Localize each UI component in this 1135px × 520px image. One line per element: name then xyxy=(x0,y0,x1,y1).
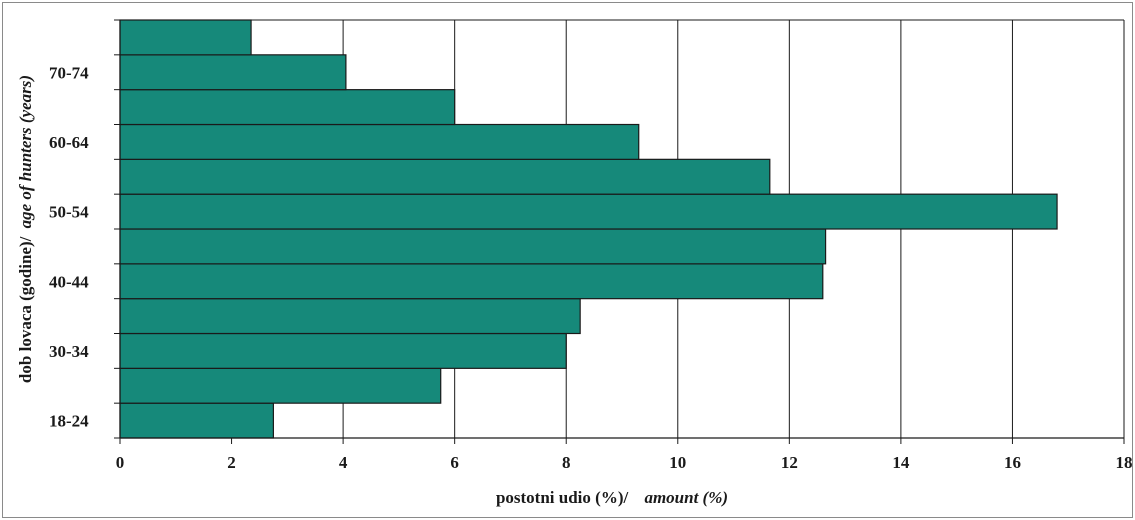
y-tick-label: 18-24 xyxy=(49,412,89,431)
bar-55-59 xyxy=(119,158,771,195)
y-axis-title-main: dob lovaca (godine)/ xyxy=(16,236,35,383)
bar-65-69 xyxy=(119,89,456,126)
y-axis-title: dob lovaca (godine)/ age of hunters (yea… xyxy=(16,75,35,383)
axes-layer xyxy=(114,19,1125,444)
x-axis-title-italic: amount (%) xyxy=(644,488,728,507)
bars-layer xyxy=(119,19,1058,439)
x-tick-label: 0 xyxy=(116,453,125,472)
bar-40-44 xyxy=(119,263,824,300)
bar-45-49 xyxy=(119,228,827,265)
y-tick-label: 60-64 xyxy=(49,133,89,152)
x-tick-label: 8 xyxy=(562,453,571,472)
x-tick-label: 12 xyxy=(781,453,798,472)
y-axis-title-italic: age of hunters (years) xyxy=(16,75,35,228)
x-tick-label: 4 xyxy=(339,453,348,472)
bar-18-24 xyxy=(119,402,274,439)
labels-layer: 0 2 4 6 8 10 12 14 16 18 18-24 30-34 40-44 50-54 60-64… xyxy=(49,63,1133,472)
x-tick-label: 18 xyxy=(1116,453,1133,472)
bar-25-29 xyxy=(119,367,442,404)
y-tick-label: 50-54 xyxy=(49,203,89,222)
x-tick-label: 6 xyxy=(450,453,459,472)
y-tick-label: 30-34 xyxy=(49,342,89,361)
bar-50-54 xyxy=(119,193,1058,230)
bar-35-39 xyxy=(119,298,581,335)
bar-75-79 xyxy=(119,19,252,56)
x-tick-label: 16 xyxy=(1004,453,1021,472)
x-tick-label: 14 xyxy=(892,453,910,472)
bar-70-74 xyxy=(119,54,347,91)
x-tick-label: 10 xyxy=(669,453,686,472)
y-tick-label: 40-44 xyxy=(49,272,89,291)
bar-30-34 xyxy=(119,332,567,369)
bar-60-64 xyxy=(119,123,640,160)
x-axis-title-main: postotni udio (%)/ xyxy=(496,488,629,507)
x-axis-title: postotni udio (%)/ amount (%) xyxy=(496,488,728,507)
x-tick-label: 2 xyxy=(227,453,236,472)
y-tick-label: 70-74 xyxy=(49,63,89,82)
